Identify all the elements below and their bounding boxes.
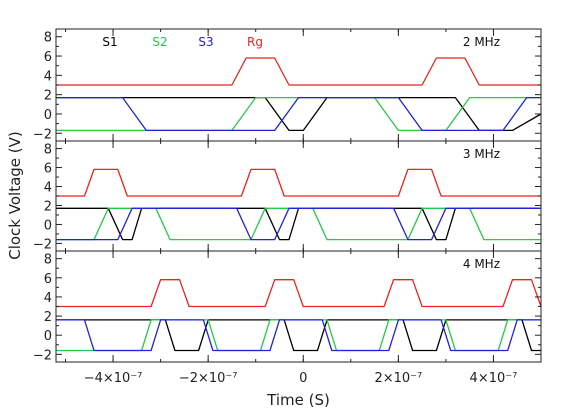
- legend-s3: S3: [198, 35, 213, 49]
- panels-group: −2 0 2 4 6 8 2 MHz −2 0 2 4 6 8 3 MHz −2 0 2 4 6 8 4 MHz: [33, 28, 542, 363]
- y-tick-label: 2: [44, 199, 52, 214]
- x-tick-label: 0: [299, 371, 307, 386]
- series-s2-line: [56, 96, 541, 132]
- y-tick-label: 4: [44, 69, 52, 84]
- x-tick-label: 4×10⁻⁷: [470, 371, 518, 386]
- y-tick-label: 0: [44, 218, 52, 233]
- series-s3-line: [56, 319, 541, 352]
- y-tick-label: 0: [44, 329, 52, 344]
- series-s2-line: [56, 319, 541, 352]
- y-tick-label: 2: [44, 89, 52, 104]
- panel-frequency-label: 3 MHz: [463, 147, 500, 161]
- series-s1-line: [56, 96, 542, 132]
- y-tick-label: 4: [44, 291, 52, 306]
- series-s3-line: [56, 207, 541, 241]
- y-tick-label: 6: [44, 272, 52, 287]
- series-rg-line: [56, 168, 541, 197]
- x-tick-label: −4×10⁻⁷: [84, 371, 143, 386]
- series-s2-line: [56, 207, 541, 241]
- legend-s2: S2: [152, 35, 167, 49]
- x-axis-title: Time (S): [266, 391, 330, 409]
- panel-frequency-label: 4 MHz: [463, 257, 500, 271]
- y-axis-title: Clock Voltage (V): [6, 131, 24, 260]
- y-tick-label: 6: [44, 50, 52, 65]
- panel-3: −2 0 2 4 6 8 4 MHz: [33, 250, 542, 363]
- panel-2: −2 0 2 4 6 8 3 MHz: [33, 140, 542, 252]
- legend-rg: Rg: [247, 35, 263, 49]
- series-s3-line: [56, 96, 541, 132]
- y-tick-label: 0: [44, 108, 52, 123]
- series-s1-line: [56, 207, 541, 241]
- series-rg-line: [56, 57, 541, 86]
- y-tick-label: −2: [33, 127, 52, 142]
- panel-frequency-label: 2 MHz: [463, 35, 500, 49]
- y-tick-label: −2: [33, 348, 52, 363]
- series-s1-line: [56, 319, 541, 352]
- y-tick-label: 8: [44, 143, 52, 158]
- y-tick-label: −2: [33, 237, 52, 252]
- x-tick-label: −2×10⁻⁷: [179, 371, 238, 386]
- y-tick-label: 2: [44, 310, 52, 325]
- series-rg-line: [56, 279, 542, 308]
- x-tick-label: 2×10⁻⁷: [374, 371, 422, 386]
- axes-text-group: S1 S2 S3 Rg −4×10⁻⁷ −2×10⁻⁷ 0 2×10⁻⁷ 4×10⁻⁷ Time …: [6, 35, 517, 409]
- legend-s1: S1: [102, 35, 117, 49]
- y-tick-label: 8: [44, 31, 52, 46]
- y-tick-label: 8: [44, 253, 52, 268]
- y-tick-label: 4: [44, 181, 52, 196]
- y-tick-label: 6: [44, 162, 52, 177]
